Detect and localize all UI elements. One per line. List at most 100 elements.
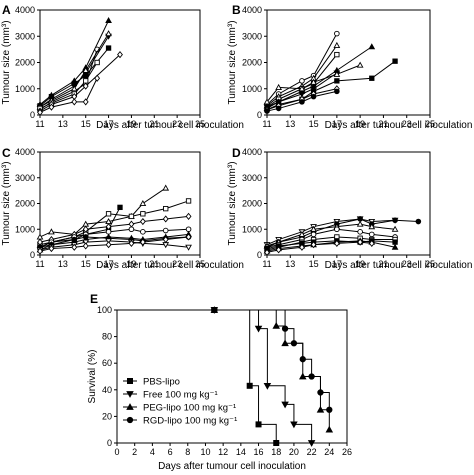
data-point — [105, 241, 112, 249]
y-tick-label: 1000 — [242, 84, 262, 94]
data-point — [334, 30, 340, 37]
y-axis-label: Tumour size (mm³) — [227, 20, 238, 104]
data-point — [299, 78, 305, 84]
legend-marker — [126, 378, 133, 385]
x-tick-label: 11 — [35, 119, 44, 129]
y-tick-label: 1000 — [15, 84, 35, 94]
y-tick-label: 100 — [97, 305, 112, 315]
x-tick-label: 11 — [262, 259, 271, 269]
data-point — [310, 241, 317, 249]
x-tick-label: 15 — [309, 119, 319, 129]
data-point — [140, 229, 146, 235]
data-point — [326, 406, 333, 413]
x-tick-label: 15 — [81, 259, 91, 269]
data-point — [281, 325, 289, 332]
data-point — [255, 421, 262, 428]
x-tick-label: 18 — [271, 447, 281, 457]
y-tick-label: 3000 — [242, 31, 262, 41]
data-point — [105, 16, 112, 24]
data-point — [185, 233, 192, 241]
y-tick-label: 80 — [102, 332, 112, 342]
data-point — [310, 93, 317, 100]
data-point — [71, 243, 78, 251]
data-point — [325, 425, 334, 433]
data-point — [139, 238, 146, 246]
x-tick-label: 17 — [104, 119, 114, 129]
data-point — [334, 51, 340, 58]
data-point — [264, 108, 270, 114]
data-point — [391, 243, 399, 250]
data-point — [392, 239, 398, 245]
data-point — [275, 105, 282, 112]
data-point — [185, 198, 192, 204]
data-point — [307, 440, 316, 447]
x-tick-label: 25 — [195, 119, 205, 129]
x-axis-label: Days after tumour cell inoculation — [96, 120, 244, 131]
data-point — [299, 356, 306, 363]
data-point — [82, 98, 89, 106]
data-point — [273, 440, 280, 447]
x-tick-label: 23 — [172, 259, 182, 269]
data-point — [290, 340, 298, 347]
data-point — [368, 223, 376, 230]
panel-label: D — [232, 146, 241, 160]
x-tick-label: 19 — [355, 259, 365, 269]
y-tick-label: 3000 — [15, 31, 35, 41]
data-point — [128, 213, 135, 220]
x-tick-label: 14 — [236, 447, 246, 457]
data-point — [310, 231, 317, 238]
data-point — [316, 405, 325, 413]
y-tick-label: 2000 — [242, 199, 262, 209]
x-tick-label: 6 — [168, 447, 173, 457]
data-point — [310, 225, 317, 232]
data-point — [71, 236, 78, 243]
data-point — [392, 58, 398, 64]
data-point — [82, 239, 90, 246]
x-tick-label: 13 — [285, 119, 295, 129]
y-axis-label: Tumour size (mm³) — [227, 161, 238, 245]
data-point — [333, 41, 341, 48]
data-point — [275, 246, 282, 254]
data-point — [298, 85, 306, 92]
data-point — [139, 199, 147, 207]
data-point — [334, 88, 340, 95]
series-4 — [264, 226, 398, 251]
data-point — [272, 322, 280, 329]
data-point — [275, 83, 283, 90]
y-tick-label: 60 — [102, 358, 112, 368]
data-point — [368, 239, 375, 247]
x-tick-label: 21 — [149, 119, 159, 129]
data-point — [334, 78, 340, 84]
x-tick-label: 21 — [378, 259, 388, 269]
data-point — [317, 389, 324, 396]
legend-marker — [126, 391, 134, 398]
series-line — [214, 309, 330, 444]
data-point — [281, 401, 289, 409]
y-tick-label: 0 — [107, 438, 112, 448]
x-tick-label: 23 — [172, 119, 182, 129]
data-point — [298, 230, 306, 237]
x-tick-label: 2 — [132, 447, 137, 457]
data-point — [334, 226, 340, 233]
data-point — [162, 215, 169, 223]
y-tick-label: 3000 — [15, 173, 35, 183]
series-8 — [264, 238, 375, 256]
data-point — [391, 225, 399, 232]
data-point — [246, 382, 253, 389]
series-line — [266, 223, 396, 247]
x-tick-label: 19 — [126, 119, 136, 129]
y-tick-label: 1000 — [242, 224, 262, 234]
y-tick-label: 2000 — [15, 199, 35, 209]
x-tick-label: 19 — [355, 119, 365, 129]
data-point — [94, 74, 101, 82]
x-axis-label: Days after tumour cell inoculation — [158, 461, 306, 472]
data-point — [254, 325, 263, 333]
data-point — [356, 61, 364, 68]
data-point — [37, 247, 43, 255]
data-point — [299, 99, 305, 105]
x-tick-label: 0 — [114, 447, 119, 457]
